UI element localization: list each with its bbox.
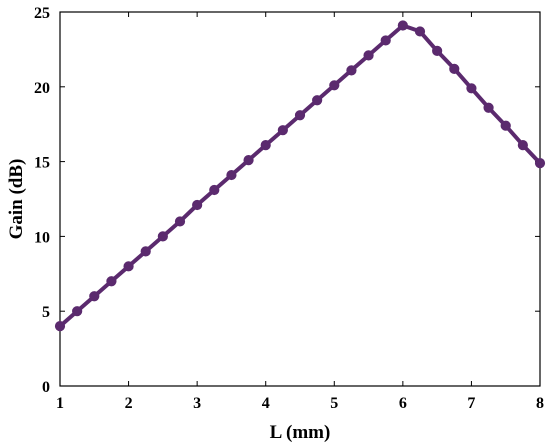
series-line (58, 23, 542, 328)
data-point (397, 20, 408, 31)
plot-area-frame (59, 11, 541, 387)
y-tick-label: 5 (42, 304, 50, 321)
x-tick-label: 1 (56, 395, 64, 412)
x-tick-label: 4 (262, 395, 270, 412)
data-point (277, 125, 288, 136)
data-point (449, 63, 460, 74)
data-point (534, 157, 546, 169)
data-point (294, 110, 306, 121)
data-point (157, 231, 168, 242)
data-point (500, 120, 511, 131)
x-tick-label: 3 (193, 395, 201, 412)
data-point (106, 276, 117, 287)
x-tick-label: 6 (399, 395, 407, 412)
data-point (346, 65, 357, 76)
data-point (363, 50, 374, 61)
data-point (380, 35, 391, 46)
y-tick-label: 20 (34, 80, 50, 97)
data-point (312, 95, 323, 106)
x-tick-label: 5 (330, 395, 338, 412)
x-tick-label: 7 (467, 395, 475, 412)
data-point (54, 321, 66, 332)
data-point (260, 140, 271, 151)
y-tick-label: 0 (42, 379, 50, 396)
data-point (174, 216, 186, 227)
data-point (517, 140, 528, 151)
y-tick-label: 15 (34, 155, 50, 172)
y-axis-label: Gain (dB) (6, 159, 27, 240)
data-point (72, 306, 83, 317)
data-point (226, 169, 237, 181)
y-tick-label: 10 (34, 229, 50, 246)
data-point (243, 155, 254, 166)
series-layer (54, 20, 546, 332)
data-point (209, 184, 220, 196)
data-point (123, 261, 134, 272)
x-tick-label: 2 (125, 395, 133, 412)
data-point (89, 291, 100, 302)
data-point (329, 80, 340, 91)
x-tick-label: 8 (536, 395, 544, 412)
data-point (466, 83, 477, 94)
data-point (414, 26, 426, 37)
y-tick-label: 25 (34, 5, 50, 22)
axis-ticks: 1 2 3 4 5 6 7 8 0 5 10 15 20 25 (34, 5, 544, 412)
data-point (483, 102, 494, 113)
data-point (192, 199, 203, 211)
data-point (432, 45, 443, 56)
data-point (140, 246, 151, 257)
x-axis-label: L (mm) (270, 422, 331, 443)
